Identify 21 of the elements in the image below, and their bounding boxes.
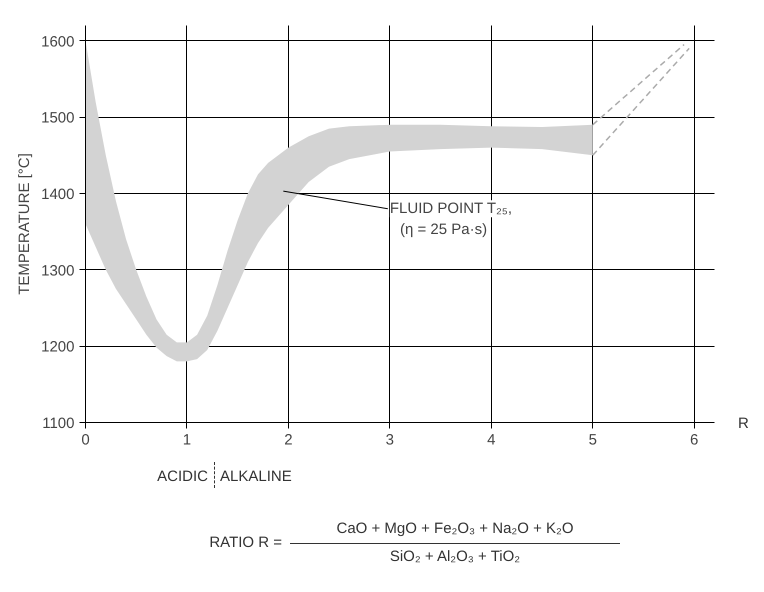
x-tick-label: 2	[284, 432, 293, 448]
y-tick-label: 1600	[41, 33, 75, 50]
y-tick-label: 1400	[41, 186, 75, 203]
y-tick-label: 1300	[41, 262, 75, 280]
text: ACIDIC	[157, 467, 208, 487]
y-tick-label: 1200	[41, 338, 75, 356]
annotation: FLUID POINT T₂₅, (η = 25 Pa·s)	[390, 200, 512, 238]
x-tick-label: 3	[386, 432, 394, 448]
x-tick-label: 6	[690, 432, 698, 448]
x-tick-label: 1	[182, 432, 192, 448]
y-tick-label: 1500	[41, 110, 75, 127]
x-tick-label: 4	[487, 432, 496, 448]
x-axis-title: R	[737, 414, 749, 434]
text: ALKALINE	[220, 467, 292, 487]
text: RATIO R =	[209, 533, 282, 553]
text: SiO₂ + Al₂O₃ + TiO₂	[388, 547, 522, 567]
y-tick-label: 1100	[42, 415, 75, 432]
text: CaO + MgO + Fe₂O₃ + Na₂O + K₂O	[290, 518, 620, 544]
x-tick-label: 0	[81, 432, 90, 448]
x-tick-label: 5	[588, 432, 597, 448]
y-axis-title: TEMPERATURE [°C]	[16, 153, 34, 295]
